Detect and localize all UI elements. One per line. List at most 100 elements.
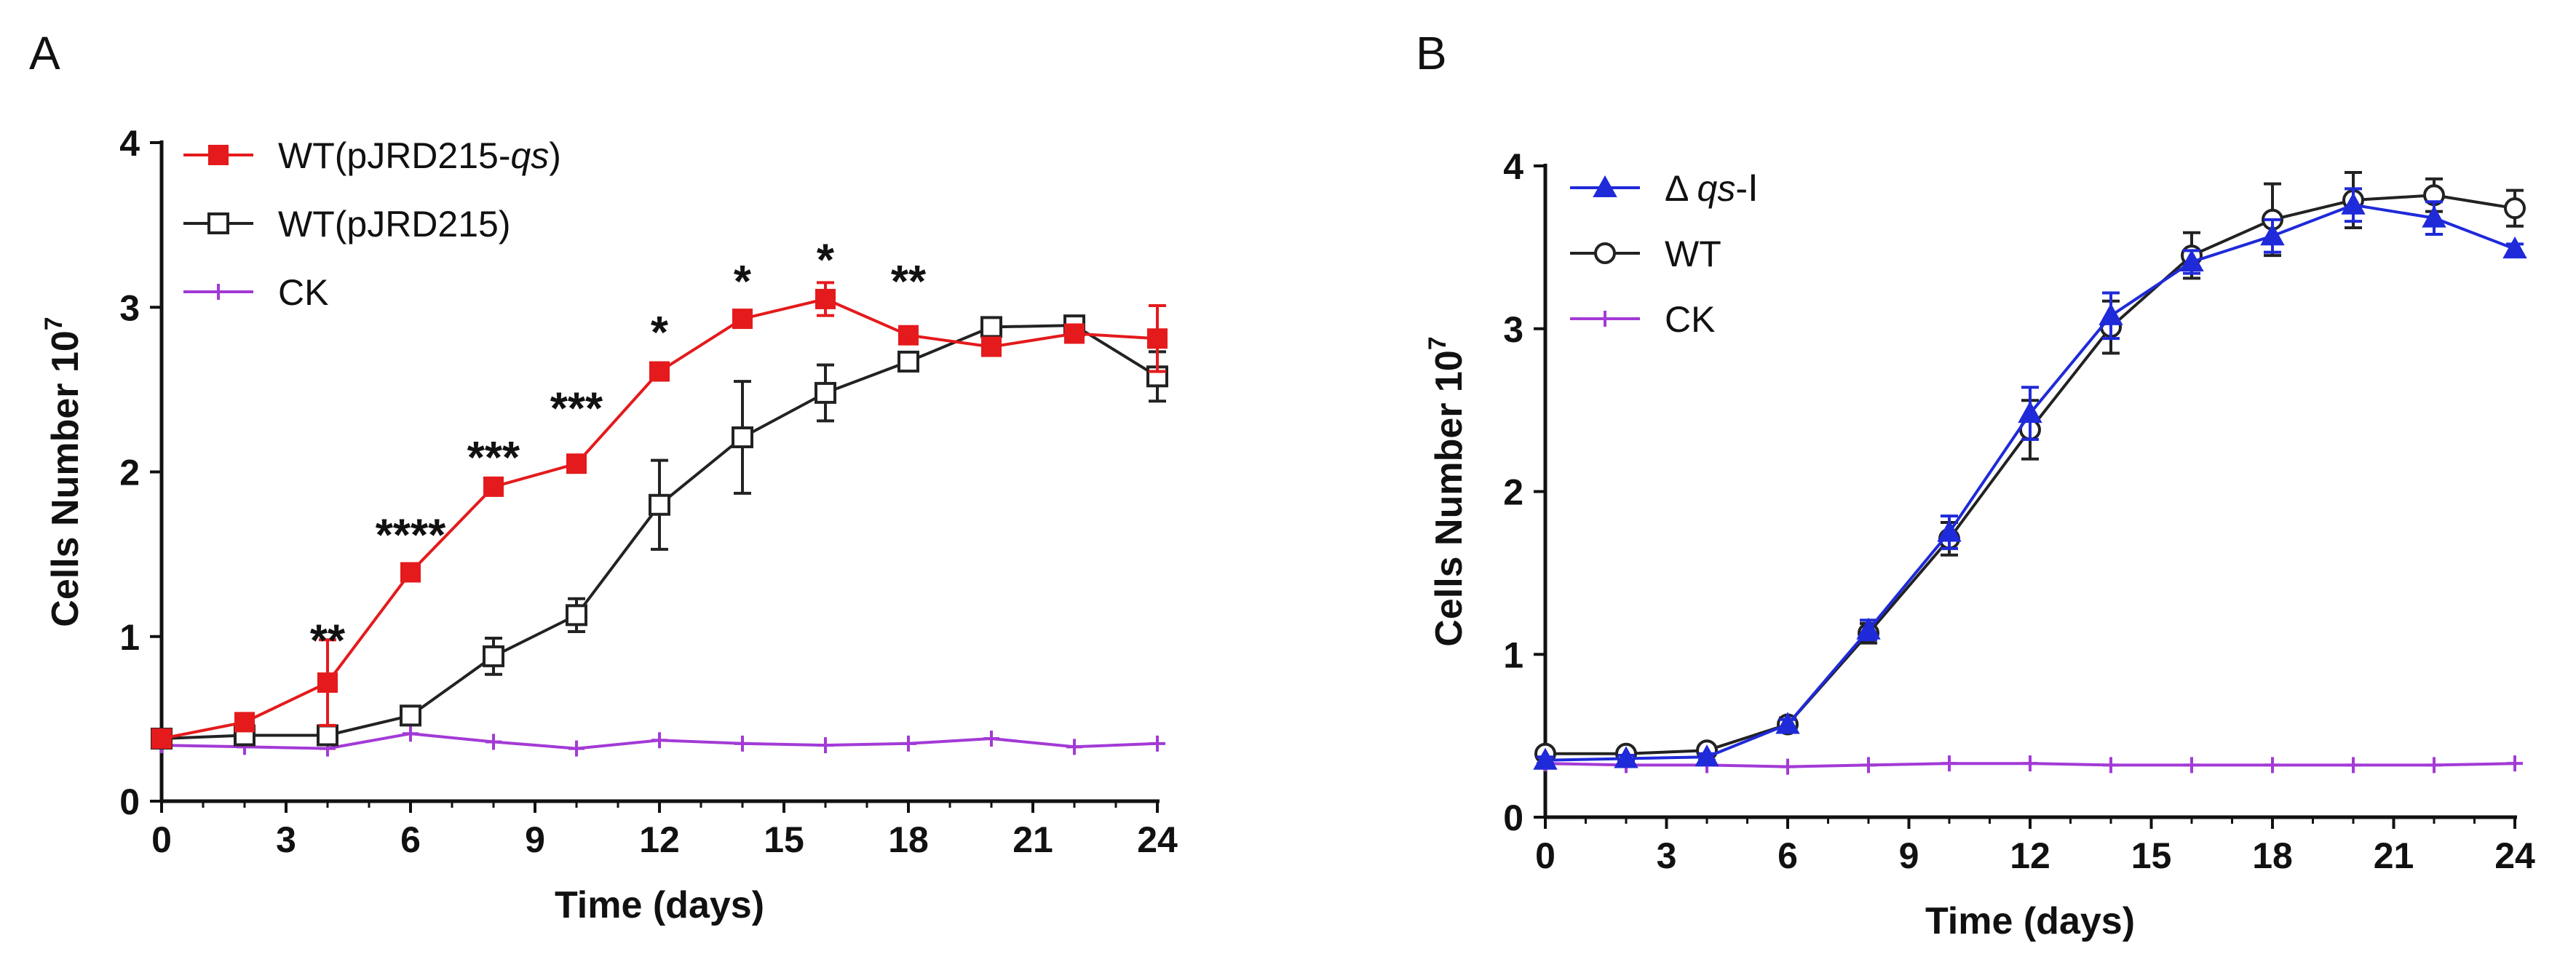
y-tick-label: 0 <box>119 782 140 822</box>
data-point-s2-p6 <box>2022 755 2038 772</box>
series-line-0 <box>1545 203 2516 762</box>
data-point-s0-p6 <box>2018 401 2042 424</box>
data-point-s2-p3 <box>1780 758 1796 775</box>
y-tick-label: 4 <box>1503 146 1523 187</box>
data-point-s2-p12 <box>1149 735 1165 752</box>
data-point-s0-p10 <box>2341 192 2366 215</box>
data-point-s2-p4 <box>1860 757 1876 774</box>
x-tick-label: 12 <box>639 819 680 860</box>
data-point-slegend0-p0 <box>1593 175 1617 197</box>
series-0 <box>151 281 1168 750</box>
data-point-s1-p2 <box>317 724 338 747</box>
y-tick-label: 3 <box>1503 309 1523 350</box>
legend-label: WT <box>1665 234 1721 274</box>
y-axis-title: Cells Number 107 <box>40 317 87 627</box>
x-tick-label: 21 <box>2374 835 2414 876</box>
legend-label: CK <box>1665 299 1715 340</box>
x-tick-label: 9 <box>1899 835 1919 876</box>
x-tick-label: 0 <box>151 819 172 860</box>
y-tick-label: 2 <box>119 453 140 493</box>
x-tick-label: 18 <box>2252 835 2293 876</box>
data-point-s2-p3 <box>403 725 419 742</box>
legend-label-part: Δ <box>1665 168 1697 209</box>
data-point-s2-p11 <box>1066 739 1082 755</box>
y-tick-label: 4 <box>119 123 140 164</box>
data-point-s0-p4 <box>483 476 504 497</box>
x-tick-label: 6 <box>400 819 421 860</box>
y-tick-label: 1 <box>1503 635 1523 675</box>
data-point-s1-p9 <box>897 350 919 373</box>
data-point-s0-p8 <box>815 288 836 309</box>
x-tick-label: 3 <box>276 819 296 860</box>
data-point-s2-p10 <box>2345 757 2361 774</box>
x-tick-label: 12 <box>2010 835 2050 876</box>
significance-label: **** <box>376 510 446 560</box>
legend-label-part: WT <box>1665 234 1721 274</box>
data-point-s2-p11 <box>2426 757 2442 774</box>
data-point-s1-p4 <box>483 645 504 667</box>
data-point-s0-p8 <box>2179 249 2204 272</box>
series-2 <box>154 725 1165 757</box>
data-point-s2-p6 <box>651 732 667 749</box>
x-axis-title: Time (days) <box>1925 900 2135 942</box>
x-tick-label: 18 <box>888 819 929 860</box>
x-tick-label: 9 <box>525 819 545 860</box>
data-point-s2-p5 <box>1941 755 1957 772</box>
y-axis-title-superscript: 7 <box>40 317 68 330</box>
legend-label-part: -Ⅰ <box>1735 168 1758 209</box>
y-tick-label: 2 <box>1503 472 1523 513</box>
data-point-s1-p10 <box>980 316 1002 338</box>
legend-label-part: qs <box>510 135 549 176</box>
data-point-slegend2-p0 <box>1597 311 1613 327</box>
series-line-1 <box>1545 194 2516 755</box>
y-axis-title-text: Cells Number 10 <box>44 330 87 627</box>
x-tick-label: 24 <box>1137 819 1178 860</box>
legend-label-part: WT(pJRD215) <box>278 204 510 244</box>
data-point-s1-p8 <box>815 381 836 404</box>
legend-label-part: ) <box>549 135 561 176</box>
data-point-s0-p5 <box>566 453 587 474</box>
data-point-s1-p5 <box>566 604 587 627</box>
legend-item-0: Δ qs-Ⅰ <box>1570 168 1759 209</box>
x-tick-label: 0 <box>1535 835 1555 876</box>
x-tick-label: 6 <box>1778 835 1798 876</box>
data-point-s0-p4 <box>1856 617 1881 640</box>
legend-label: WT(pJRD215) <box>278 204 510 244</box>
data-point-s2-p10 <box>983 731 999 747</box>
data-point-s0-p3 <box>400 562 421 583</box>
data-point-s0-p12 <box>1147 328 1168 349</box>
x-axis-title: Time (days) <box>555 884 764 926</box>
x-tick-label: 3 <box>1657 835 1677 876</box>
data-point-slegend2-p0 <box>210 284 226 300</box>
x-tick-label: 24 <box>2494 835 2535 876</box>
data-point-s1-p6 <box>649 493 670 516</box>
data-point-s0-p2 <box>1695 744 1719 767</box>
data-point-slegend0-p0 <box>208 145 229 165</box>
legend-label: Δ qs-Ⅰ <box>1665 168 1759 209</box>
significance-label: *** <box>550 383 603 434</box>
data-point-s2-p9 <box>900 735 916 752</box>
legend-item-2: CK <box>1570 299 1715 340</box>
data-point-s0-p1 <box>1614 746 1638 768</box>
panel-label-b: B <box>1416 27 1447 79</box>
data-point-s0-p10 <box>981 336 1002 357</box>
data-point-s2-p7 <box>2103 757 2119 774</box>
data-point-s0-p9 <box>898 325 919 346</box>
data-point-s0-p3 <box>1775 712 1800 734</box>
data-point-s2-p9 <box>2264 757 2280 774</box>
data-point-slegend1-p0 <box>1594 242 1616 264</box>
data-point-s2-p7 <box>734 735 750 752</box>
data-point-s0-p2 <box>317 672 338 693</box>
data-point-s2-p12 <box>2507 755 2523 772</box>
data-point-s0-p12 <box>2502 236 2527 259</box>
panel-label-a: A <box>29 27 60 79</box>
legend-item-1: WT <box>1570 234 1721 274</box>
legend-item-1: WT(pJRD215) <box>183 204 510 244</box>
legend-label: WT(pJRD215-qs) <box>278 135 561 176</box>
x-tick-label: 21 <box>1012 819 1053 860</box>
data-point-s0-p9 <box>2260 223 2285 246</box>
data-point-s0-p5 <box>1937 520 1962 542</box>
